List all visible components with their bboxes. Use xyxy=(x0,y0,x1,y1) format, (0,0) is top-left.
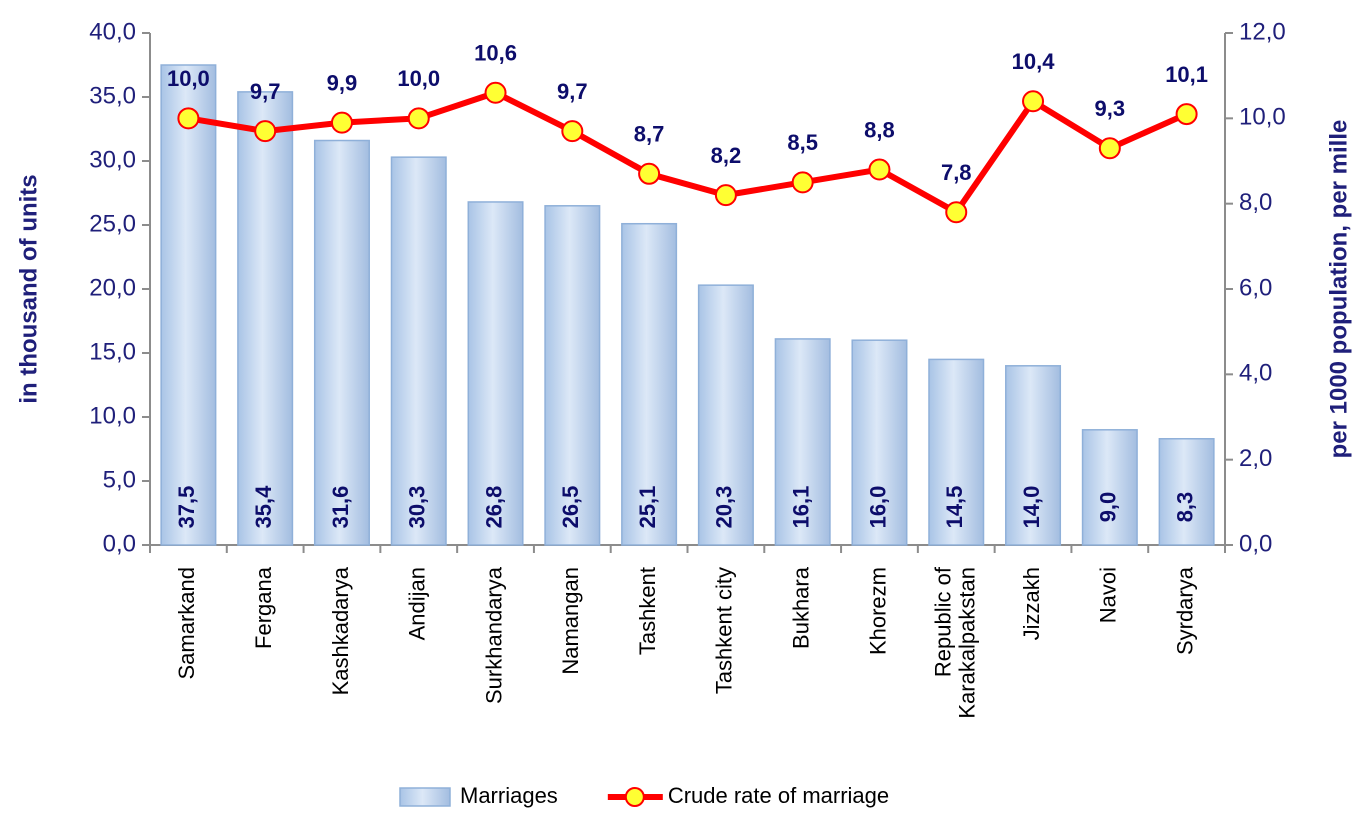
line-value-label: 8,7 xyxy=(634,122,665,147)
y-tick-label: 30,0 xyxy=(89,146,136,173)
y-tick-label: 40,0 xyxy=(89,18,136,45)
line-marker xyxy=(1022,90,1045,113)
bar xyxy=(697,284,754,546)
line-value-label: 10,6 xyxy=(474,41,517,66)
line-value-label: 9,9 xyxy=(327,70,358,95)
line-marker xyxy=(1098,137,1121,160)
line-value-label: 10,1 xyxy=(1165,62,1208,87)
bar xyxy=(544,205,601,546)
legend-swatch xyxy=(399,787,451,807)
y2-tick-label: 4,0 xyxy=(1239,360,1272,387)
y-tick-label: 25,0 xyxy=(89,210,136,237)
x-tick-label: Jizzakh xyxy=(1019,567,1044,640)
y2-tick-label: 10,0 xyxy=(1239,104,1286,131)
legend-marker xyxy=(624,787,645,807)
bar xyxy=(390,156,447,546)
legend-label: Crude rate of marriage xyxy=(668,783,889,808)
y-tick-label: 5,0 xyxy=(103,466,136,493)
x-tick-label: Bukhara xyxy=(788,566,813,649)
line-marker xyxy=(791,171,814,194)
bar xyxy=(1158,438,1215,546)
line-marker xyxy=(330,111,353,134)
x-tick-label: Republic ofKarakalpakstan xyxy=(930,566,979,719)
bar-value-label: 35,4 xyxy=(251,485,276,529)
line-value-label: 9,7 xyxy=(250,79,281,104)
x-tick-label: Samarkand xyxy=(174,567,199,680)
y-tick-label: 20,0 xyxy=(89,274,136,301)
x-tick-label: Andijan xyxy=(405,567,430,640)
bar xyxy=(774,338,831,546)
bar xyxy=(313,139,370,546)
bar xyxy=(467,201,524,546)
line-marker xyxy=(945,201,968,224)
x-tick-label: Surkhandarya xyxy=(481,566,506,704)
line-value-label: 10,4 xyxy=(1012,49,1056,74)
x-tick-label: Syrdarya xyxy=(1172,566,1197,655)
bar xyxy=(237,91,294,546)
line-value-label: 8,2 xyxy=(711,143,742,168)
y-axis-title: in thousand of units xyxy=(15,174,42,403)
line-value-label: 10,0 xyxy=(167,66,210,91)
line-value-label: 7,8 xyxy=(941,160,972,185)
line-value-label: 9,3 xyxy=(1095,96,1126,121)
bar xyxy=(160,64,217,546)
bar-value-label: 26,8 xyxy=(481,486,506,529)
line-value-label: 10,0 xyxy=(397,66,440,91)
x-tick-label: Tashkent city xyxy=(712,567,737,694)
line-value-label: 8,5 xyxy=(787,130,818,155)
y-tick-label: 35,0 xyxy=(89,82,136,109)
bar-value-label: 26,5 xyxy=(558,486,583,529)
y-tick-label: 15,0 xyxy=(89,338,136,365)
x-tick-label: Khorezm xyxy=(865,567,890,655)
line-marker xyxy=(254,120,277,143)
y2-tick-label: 12,0 xyxy=(1239,18,1286,45)
y2-tick-label: 8,0 xyxy=(1239,189,1272,216)
y2-tick-label: 6,0 xyxy=(1239,274,1272,301)
legend-label: Marriages xyxy=(460,783,558,808)
x-tick-label: Fergana xyxy=(251,566,276,649)
bar xyxy=(1081,429,1138,546)
x-tick-label: Namangan xyxy=(558,567,583,675)
bar xyxy=(621,222,678,546)
bar xyxy=(851,339,908,546)
bar-value-label: 16,1 xyxy=(788,486,813,529)
bar-value-label: 8,3 xyxy=(1172,492,1197,523)
bar-value-label: 16,0 xyxy=(865,486,890,529)
x-tick-label: Navoi xyxy=(1096,567,1121,623)
y2-tick-label: 0,0 xyxy=(1239,530,1272,557)
line-marker xyxy=(638,162,661,185)
line-marker xyxy=(1175,103,1198,126)
bar-value-label: 31,6 xyxy=(328,486,353,529)
bar-value-label: 30,3 xyxy=(405,486,430,529)
y-tick-label: 0,0 xyxy=(103,530,136,557)
bar-value-label: 25,1 xyxy=(635,486,660,529)
bar-value-label: 37,5 xyxy=(174,486,199,529)
bar-value-label: 14,0 xyxy=(1019,486,1044,529)
line-marker xyxy=(561,120,584,143)
x-tick-label: Tashkent xyxy=(635,567,660,655)
y2-tick-label: 2,0 xyxy=(1239,445,1272,472)
bar xyxy=(1005,365,1062,546)
line-marker xyxy=(714,184,737,207)
line-marker xyxy=(407,107,430,130)
line xyxy=(187,89,1188,216)
line-value-label: 9,7 xyxy=(557,79,588,104)
x-tick-label: Kashkadarya xyxy=(328,566,353,695)
y-tick-label: 10,0 xyxy=(89,402,136,429)
bar-value-label: 20,3 xyxy=(712,486,737,529)
line-marker xyxy=(868,158,891,181)
line-marker xyxy=(177,107,200,130)
line-value-label: 8,8 xyxy=(864,117,895,142)
line-marker xyxy=(484,81,507,104)
bar-value-label: 14,5 xyxy=(942,486,967,529)
bar xyxy=(928,358,985,546)
bar-value-label: 9,0 xyxy=(1096,492,1121,523)
y2-axis-title: per 1000 population, per mille xyxy=(1325,120,1352,459)
